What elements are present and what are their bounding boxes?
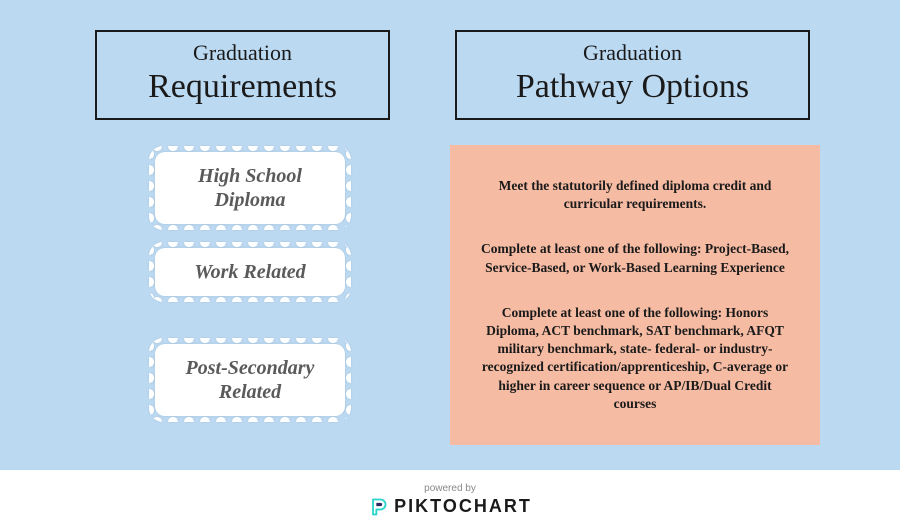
infographic-canvas: Graduation Requirements Graduation Pathw… (0, 0, 900, 470)
requirement-item-diploma: High School Diploma (155, 152, 345, 224)
piktochart-icon (368, 497, 388, 517)
pathway-para-3: Complete at least one of the following: … (478, 304, 792, 413)
pathways-header-box: Graduation Pathway Options (455, 30, 810, 120)
requirement-item-postsecondary: Post-Secondary Related (155, 344, 345, 416)
requirement-item-work: Work Related (155, 248, 345, 296)
brand-name: PIKTOCHART (394, 496, 532, 517)
pathway-para-1: Meet the statutorily defined diploma cre… (478, 177, 792, 213)
brand-row: PIKTOCHART (368, 496, 532, 517)
requirements-header-small: Graduation (117, 40, 368, 66)
pathways-header-large: Pathway Options (477, 68, 788, 106)
requirements-header-box: Graduation Requirements (95, 30, 390, 120)
footer: powered by PIKTOCHART (0, 470, 900, 530)
pathways-header-small: Graduation (477, 40, 788, 66)
pathway-para-2: Complete at least one of the following: … (478, 240, 792, 276)
powered-by-label: powered by (424, 483, 476, 494)
requirements-header-large: Requirements (117, 68, 368, 106)
pathway-options-panel: Meet the statutorily defined diploma cre… (450, 145, 820, 445)
